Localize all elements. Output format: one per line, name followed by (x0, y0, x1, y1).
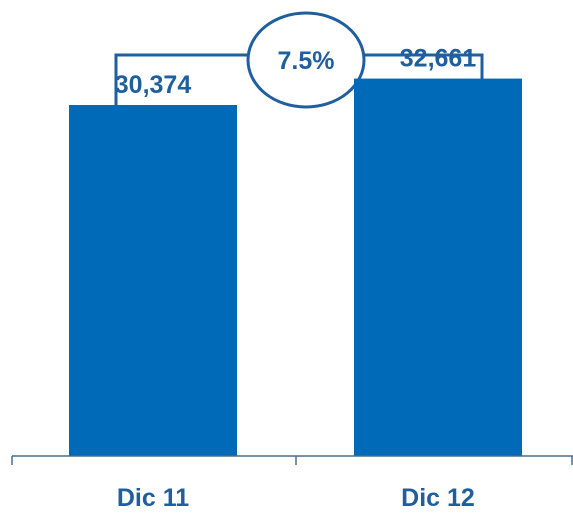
bar-dic-11 (69, 105, 237, 456)
value-label: 32,661 (400, 45, 477, 73)
category-label: Dic 11 (117, 484, 189, 512)
bars-layer (69, 78, 522, 457)
bar-dic-12 (354, 78, 522, 457)
x-axis (11, 455, 573, 465)
category-labels-layer: Dic 11 Dic 12 (117, 484, 475, 512)
value-labels-layer: 30,374 32,661 (115, 45, 477, 99)
category-label: Dic 12 (401, 484, 475, 512)
growth-annotation: 7.5% (114, 11, 490, 109)
growth-circle (246, 11, 366, 109)
value-label: 30,374 (115, 71, 192, 99)
growth-percentage-label: 7.5% (278, 47, 335, 75)
